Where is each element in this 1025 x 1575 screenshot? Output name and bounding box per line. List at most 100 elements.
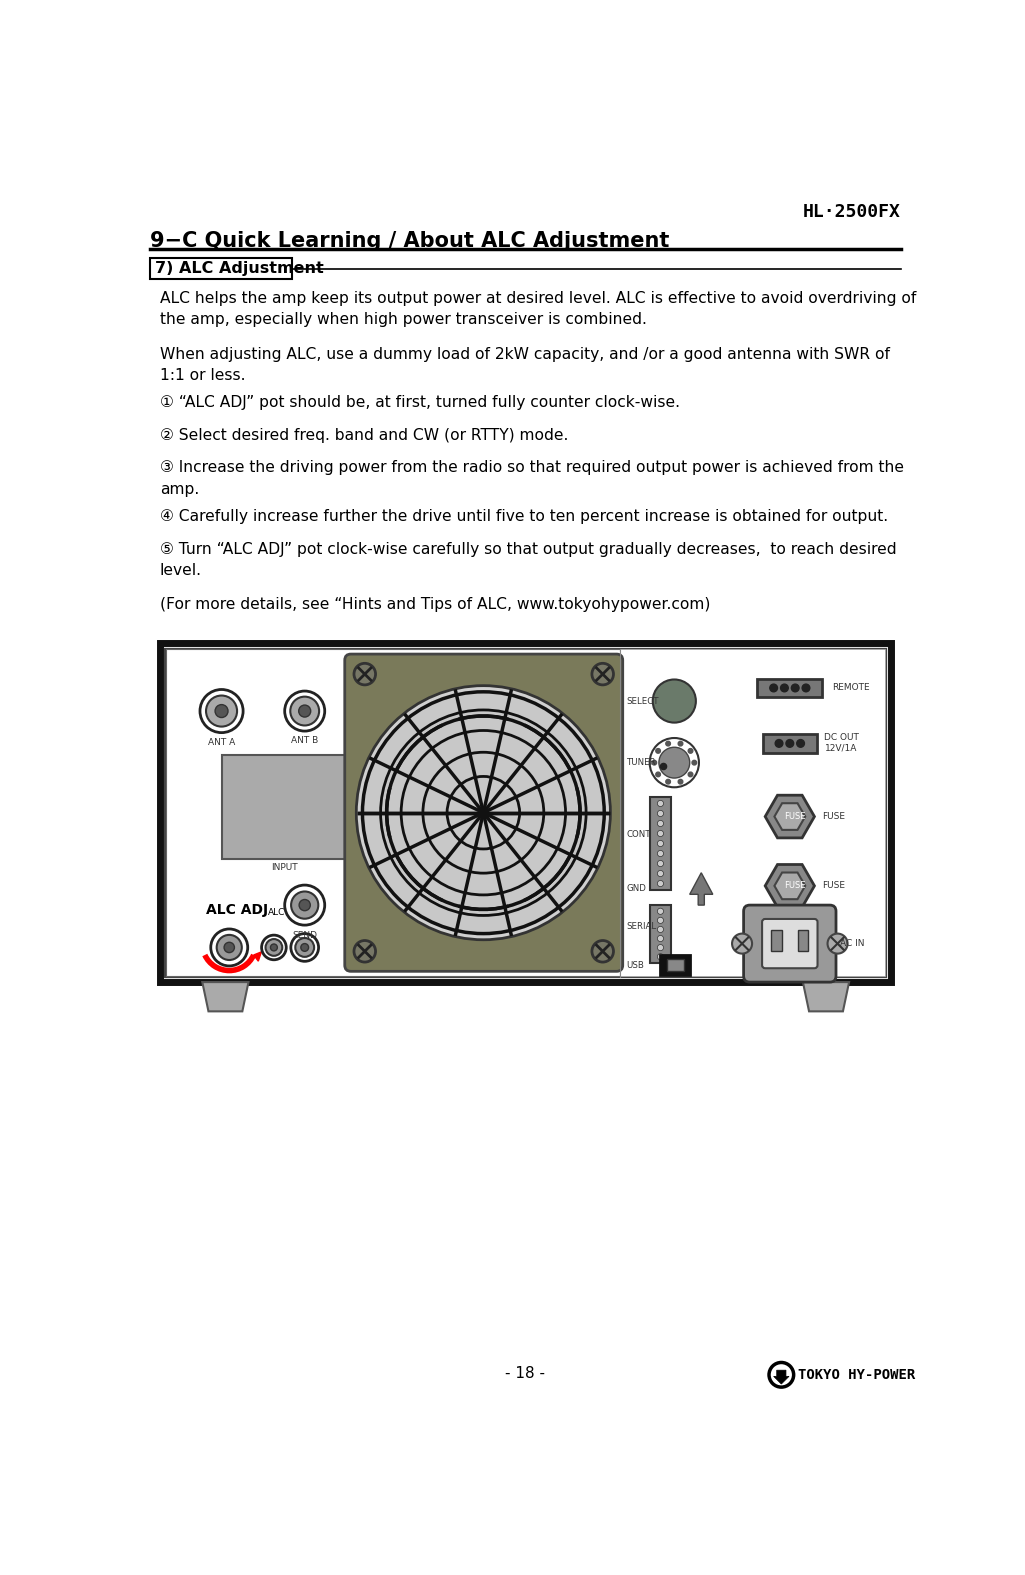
Text: ⑤ Turn “ALC ADJ” pot clock-wise carefully so that output gradually decreases,  t: ⑤ Turn “ALC ADJ” pot clock-wise carefull… [160, 542, 897, 578]
Circle shape [216, 936, 242, 961]
Circle shape [657, 936, 663, 942]
Text: 9−C Quick Learning / About ALC Adjustment: 9−C Quick Learning / About ALC Adjustmen… [150, 232, 669, 252]
Polygon shape [774, 1370, 789, 1384]
FancyBboxPatch shape [797, 929, 809, 951]
Circle shape [650, 739, 699, 788]
FancyBboxPatch shape [763, 918, 818, 969]
FancyBboxPatch shape [165, 649, 886, 976]
Circle shape [591, 663, 614, 685]
Text: CONT: CONT [626, 830, 651, 839]
Text: SEND: SEND [292, 931, 317, 940]
Circle shape [679, 780, 683, 784]
Text: ALC ADJ: ALC ADJ [206, 902, 269, 917]
Circle shape [770, 684, 778, 691]
FancyBboxPatch shape [666, 959, 684, 972]
Circle shape [354, 940, 375, 962]
Circle shape [791, 684, 800, 691]
Circle shape [688, 748, 693, 753]
Circle shape [206, 696, 237, 726]
Circle shape [732, 934, 752, 953]
FancyBboxPatch shape [660, 954, 690, 975]
Text: GND: GND [626, 884, 647, 893]
Circle shape [803, 684, 810, 691]
Circle shape [775, 740, 783, 747]
Circle shape [354, 663, 375, 685]
Circle shape [692, 761, 697, 765]
FancyBboxPatch shape [763, 734, 817, 753]
Text: REMOTE: REMOTE [832, 684, 870, 693]
Text: INPUT: INPUT [272, 863, 298, 871]
Circle shape [298, 706, 311, 717]
Circle shape [679, 742, 683, 747]
Circle shape [291, 891, 319, 918]
FancyBboxPatch shape [650, 797, 671, 890]
FancyBboxPatch shape [743, 906, 836, 983]
FancyBboxPatch shape [160, 643, 892, 983]
Circle shape [657, 926, 663, 932]
FancyBboxPatch shape [757, 679, 822, 698]
Circle shape [688, 772, 693, 776]
Text: FUSE: FUSE [784, 882, 806, 890]
Polygon shape [690, 873, 712, 906]
Circle shape [657, 800, 663, 806]
Circle shape [827, 934, 848, 953]
Text: FUSE: FUSE [784, 813, 806, 821]
FancyBboxPatch shape [166, 649, 620, 976]
Text: ④ Carefully increase further the drive until five to ten percent increase is obt: ④ Carefully increase further the drive u… [160, 509, 888, 524]
Text: HL·2500FX: HL·2500FX [803, 203, 901, 221]
Text: FUSE: FUSE [822, 813, 846, 821]
Text: When adjusting ALC, use a dummy load of 2kW capacity, and /or a good antenna wit: When adjusting ALC, use a dummy load of … [160, 346, 890, 383]
Circle shape [290, 696, 319, 726]
Circle shape [200, 690, 243, 732]
Text: ANT B: ANT B [291, 737, 319, 745]
Text: ANT A: ANT A [208, 739, 235, 747]
Circle shape [769, 1362, 793, 1388]
Text: SERIAL: SERIAL [626, 921, 657, 931]
Circle shape [657, 945, 663, 951]
FancyBboxPatch shape [772, 929, 782, 951]
Circle shape [215, 704, 228, 718]
FancyBboxPatch shape [344, 654, 623, 972]
Circle shape [657, 841, 663, 847]
Circle shape [660, 764, 666, 770]
Circle shape [591, 940, 614, 962]
Text: AC IN: AC IN [839, 939, 864, 948]
Circle shape [657, 850, 663, 857]
Text: ③ Increase the driving power from the radio so that required output power is ach: ③ Increase the driving power from the ra… [160, 460, 904, 496]
FancyBboxPatch shape [650, 906, 671, 962]
Circle shape [652, 761, 657, 765]
Circle shape [657, 830, 663, 836]
Circle shape [224, 942, 235, 953]
Circle shape [657, 909, 663, 915]
Text: TOKYO HY-POWER: TOKYO HY-POWER [798, 1367, 915, 1381]
Circle shape [656, 748, 660, 753]
Text: ② Select desired freq. band and CW (or RTTY) mode.: ② Select desired freq. band and CW (or R… [160, 428, 568, 443]
Circle shape [261, 936, 286, 959]
Circle shape [657, 880, 663, 887]
Circle shape [295, 939, 314, 958]
Circle shape [285, 885, 325, 925]
Text: (For more details, see “Hints and Tips of ALC, www.tokyohypower.com): (For more details, see “Hints and Tips o… [160, 597, 710, 613]
Text: ALC: ALC [268, 907, 285, 917]
Circle shape [657, 871, 663, 877]
Text: ALC helps the amp keep its output power at desired level. ALC is effective to av: ALC helps the amp keep its output power … [160, 291, 916, 328]
Polygon shape [202, 983, 248, 1011]
Circle shape [357, 685, 611, 940]
FancyBboxPatch shape [620, 649, 885, 976]
Text: USB: USB [626, 961, 645, 970]
Polygon shape [253, 951, 261, 961]
Circle shape [796, 740, 805, 747]
Text: 12V/1A: 12V/1A [824, 743, 857, 753]
Circle shape [299, 899, 311, 910]
Circle shape [657, 953, 663, 959]
Circle shape [657, 811, 663, 816]
Circle shape [363, 691, 605, 934]
Circle shape [285, 691, 325, 731]
Circle shape [265, 939, 282, 956]
Circle shape [786, 740, 793, 747]
Circle shape [657, 917, 663, 923]
Circle shape [666, 780, 670, 784]
Circle shape [300, 943, 309, 951]
Circle shape [657, 860, 663, 866]
FancyBboxPatch shape [150, 258, 292, 279]
